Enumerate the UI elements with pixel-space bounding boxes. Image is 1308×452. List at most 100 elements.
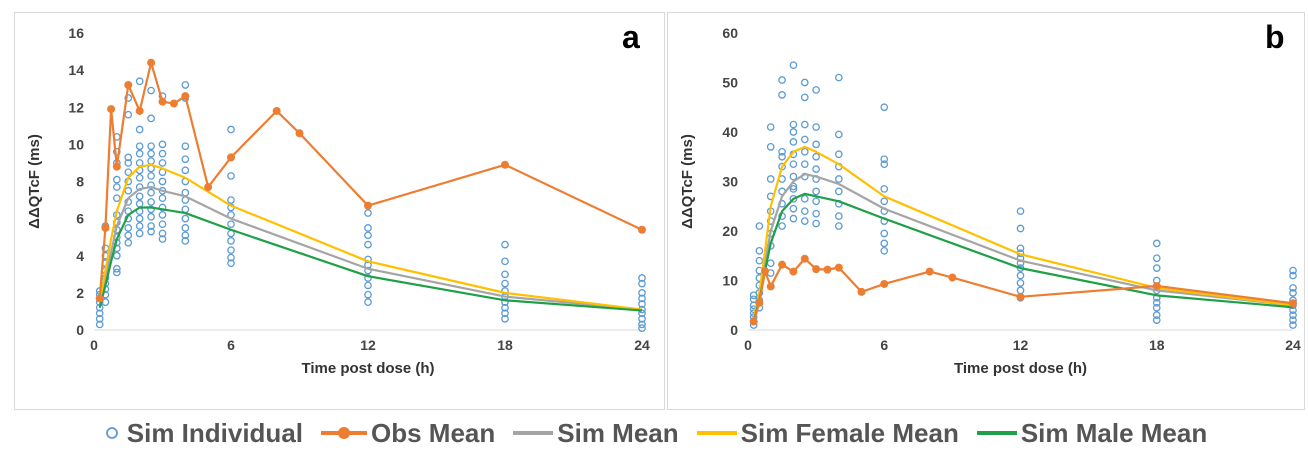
sim-individual-point <box>158 194 167 203</box>
sim-individual-point <box>638 279 646 288</box>
sim-individual-point <box>638 274 646 282</box>
sim-individual-point <box>800 135 809 144</box>
sim-individual-point <box>364 224 372 232</box>
sim-individual-point <box>501 315 509 323</box>
sim-individual-point <box>158 229 167 238</box>
y-tick-label: 40 <box>722 124 738 140</box>
obs-mean-point <box>948 273 957 282</box>
x-axis-title: Time post dose (h) <box>301 360 434 377</box>
chart-panel-a: 0 2 4 6 8 10 12 14 16 0 6 12 18 24 Time post dose (h) Δ… <box>14 12 665 410</box>
sim-individual-point <box>501 303 509 312</box>
obs-mean-point <box>761 267 770 276</box>
sim-individual-point <box>812 187 820 196</box>
sim-individual-point <box>364 209 372 217</box>
sim-individual-point <box>1016 279 1025 287</box>
sim-individual-point <box>638 300 646 308</box>
sim-individual-point <box>755 256 764 265</box>
sim-individual-point <box>880 103 889 112</box>
x-tick-label: 0 <box>90 337 98 353</box>
sim-individual-point <box>135 192 144 201</box>
sim-individual-point <box>778 147 786 156</box>
sim-individual-point <box>789 61 798 70</box>
y-axis-title: ΔΔQTcF (ms) <box>679 134 696 229</box>
sim-individual-point <box>158 235 167 243</box>
sim-individual-point <box>800 93 809 102</box>
sim-individual-point <box>1152 298 1161 307</box>
sim-individual-point <box>147 114 155 123</box>
sim-individual-point <box>778 222 786 230</box>
y-tick-label: 30 <box>722 174 738 190</box>
y-tick-label: 8 <box>76 174 84 190</box>
sim-individual-point <box>135 222 144 230</box>
line-marker-icon <box>513 431 554 435</box>
obs-mean-point <box>834 263 843 272</box>
sim-individual-point <box>766 175 775 183</box>
y-tick-label: 16 <box>68 25 84 41</box>
sim-female-mean-line <box>98 163 643 311</box>
legend-item-obs-mean: Obs Mean <box>321 418 495 449</box>
x-tick-label: 0 <box>744 337 752 353</box>
sim-individual-point <box>501 257 509 266</box>
sim-individual-point <box>227 196 235 204</box>
panel-label: a <box>622 19 640 55</box>
sim-individual-point <box>789 138 798 146</box>
sim-individual-point <box>158 159 167 167</box>
sim-individual-point <box>147 142 155 151</box>
legend-item-sim-male-mean: Sim Male Mean <box>976 417 1208 449</box>
sim-individual-point <box>1016 271 1025 280</box>
sim-individual-point <box>800 147 809 156</box>
sim-individual-point <box>158 177 167 186</box>
sim-individual-point <box>880 155 889 164</box>
sim-individual-point <box>812 165 820 173</box>
x-tick-label: 12 <box>1013 337 1029 353</box>
sim-individual-point <box>638 320 646 329</box>
legend-label: Sim Individual <box>126 417 303 448</box>
sim-individual-point <box>181 142 190 151</box>
sim-individual-point <box>227 220 235 229</box>
legend-item-sim-mean: Sim Mean <box>513 417 679 449</box>
y-tick-label: 10 <box>722 273 738 289</box>
obs-mean-point <box>95 294 104 303</box>
sim-individual-point <box>124 153 133 162</box>
sim-individual-point <box>1289 311 1297 319</box>
y-tick-label: 2 <box>76 285 84 301</box>
sim-individual-point <box>800 78 809 87</box>
obs-mean-point <box>169 99 178 108</box>
sim-individual-point <box>789 185 798 193</box>
y-tick-label: 4 <box>76 248 84 264</box>
sim-individual-point <box>834 150 843 159</box>
sim-individual-point <box>778 152 786 161</box>
sim-individual-point <box>112 175 121 184</box>
line-dot-marker-icon <box>321 427 367 439</box>
sim-individual-point <box>135 142 144 151</box>
sim-individual-point <box>112 264 121 273</box>
obs-mean-point <box>749 317 758 326</box>
sim-individual-point <box>181 155 190 164</box>
sim-individual-point <box>1016 207 1025 216</box>
legend-label: Sim Male Mean <box>1020 417 1208 448</box>
legend-label: Sim Mean <box>557 417 679 448</box>
x-axis-title: Time post dose (h) <box>954 360 1087 377</box>
sim-individual-point <box>112 183 121 191</box>
sim-individual-point <box>1289 266 1297 275</box>
x-tick-label: 6 <box>880 337 888 353</box>
y-tick-label: 0 <box>730 322 738 338</box>
line-marker-icon <box>976 431 1017 435</box>
sim-individual-point <box>638 289 646 297</box>
sim-individual-point <box>147 198 155 206</box>
obs-mean-point <box>227 153 235 162</box>
chart-panel-b: 0 10 20 30 40 50 60 0 6 12 18 24 Time post dose (h) Δ… <box>667 12 1305 410</box>
sim-individual-point <box>158 220 167 229</box>
obs-mean-point <box>1289 299 1297 308</box>
y-tick-label: 6 <box>76 211 84 227</box>
sim-individual-point <box>1289 316 1297 324</box>
sim-individual-point <box>181 237 190 245</box>
obs-mean-point <box>181 92 190 101</box>
obs-mean-point <box>295 129 304 138</box>
sim-mean-line <box>98 185 643 311</box>
sim-individual-point <box>800 217 809 225</box>
y-tick-label: 0 <box>76 322 84 338</box>
sim-individual-point <box>227 125 235 134</box>
x-tick-label: 24 <box>1285 337 1301 353</box>
